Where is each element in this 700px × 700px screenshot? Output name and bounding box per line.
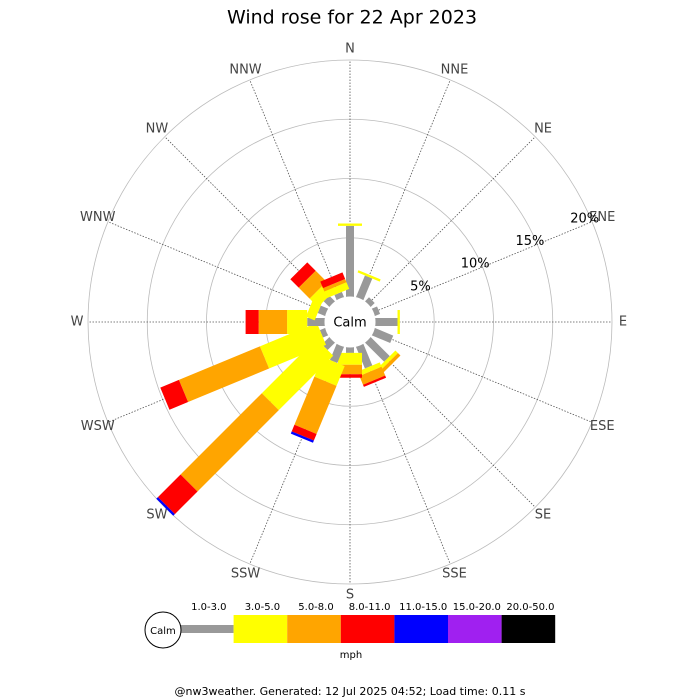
wind-bar: [329, 343, 345, 364]
direction-label: SSW: [231, 567, 261, 582]
direction-label: ENE: [589, 210, 615, 225]
wind-bar: [338, 223, 362, 226]
wind-bar: [364, 297, 375, 308]
wind-bar: [355, 343, 373, 369]
spoke: [367, 136, 536, 305]
r-tick-label: 15%: [515, 234, 544, 249]
wind-bar: [397, 310, 400, 334]
wind-bar: [324, 282, 350, 299]
wind-bar: [261, 338, 334, 411]
wind-bar: [258, 310, 288, 334]
direction-label: NE: [534, 121, 552, 136]
legend-label: 15.0-20.0: [453, 602, 501, 613]
wind-bar: [380, 352, 401, 373]
wind-bar: [321, 336, 336, 351]
wind-bar: [160, 379, 189, 410]
footer: @nw3weather. Generated: 12 Jul 2025 04:5…: [175, 685, 526, 698]
direction-label: S: [346, 588, 354, 603]
spoke: [107, 221, 328, 313]
wind-bar: [378, 350, 398, 370]
spoke: [367, 339, 536, 508]
wind-bar: [294, 376, 337, 434]
wind-bar: [346, 225, 354, 297]
legend-swatch: [180, 625, 234, 633]
direction-label: W: [71, 315, 84, 330]
legend-units: mph: [340, 650, 362, 661]
calm-label: Calm: [333, 316, 366, 331]
calm-circle: [324, 296, 376, 348]
wind-bar: [355, 275, 373, 301]
wind-bar: [287, 310, 308, 334]
wind-bar: [357, 362, 382, 376]
legend-label: 1.0-3.0: [191, 602, 226, 613]
wind-bar: [307, 318, 325, 326]
wind-bar: [357, 270, 381, 282]
r-tick-label: 10%: [461, 257, 490, 272]
wind-bar: [317, 305, 329, 317]
wind-bar: [362, 375, 387, 387]
direction-label: E: [619, 315, 627, 330]
wind-bar: [364, 336, 390, 362]
legend-calm-label: Calm: [150, 626, 176, 637]
wind-bar: [338, 352, 362, 365]
wind-bar: [245, 310, 259, 334]
direction-label: WNW: [80, 210, 116, 225]
wind-bar: [346, 347, 354, 353]
legend-calm-circle: [144, 611, 182, 649]
chart-title: Wind rose for 22 Apr 2023: [227, 7, 477, 29]
legend-label: 5.0-8.0: [298, 602, 333, 613]
spoke: [372, 221, 593, 313]
spoke: [249, 79, 341, 300]
legend-swatch: [287, 615, 341, 643]
wind-bar: [291, 424, 317, 441]
direction-label: ESE: [590, 419, 615, 434]
r-tick-label: 20%: [570, 211, 599, 226]
legend-label: 3.0-5.0: [245, 602, 280, 613]
legend-swatch: [448, 615, 502, 643]
direction-label: N: [345, 42, 355, 57]
wind-bar: [298, 270, 327, 299]
wind-bar: [290, 262, 316, 288]
direction-label: SW: [146, 508, 167, 523]
wind-bar: [178, 346, 270, 403]
wind-bar: [359, 366, 386, 385]
direction-label: SSE: [442, 567, 467, 582]
wind-bar: [157, 474, 198, 515]
spoke: [359, 79, 451, 300]
grid-ring: [87, 59, 613, 585]
direction-label: NNW: [229, 62, 261, 77]
wind-bar: [338, 374, 362, 378]
r-tick-label: 5%: [410, 279, 431, 294]
wind-bar: [259, 322, 327, 369]
direction-label: SE: [535, 508, 551, 523]
spoke: [372, 331, 593, 423]
legend-swatch: [233, 615, 288, 643]
direction-label: NW: [146, 121, 169, 136]
legend-swatch: [501, 615, 556, 643]
wind-bar: [156, 497, 175, 516]
legend-swatch: [394, 615, 448, 643]
legend-label: 11.0-15.0: [399, 602, 447, 613]
wind-bar: [375, 318, 398, 326]
direction-label: NNE: [441, 62, 469, 77]
legend-swatch: [340, 615, 395, 643]
wind-bar: [180, 393, 279, 492]
wind-bar: [322, 278, 347, 292]
wind-bar: [290, 431, 314, 443]
legend-label: 8.0-11.0: [349, 602, 391, 613]
wind-bar: [320, 272, 346, 289]
direction-label: WSW: [81, 419, 115, 434]
wind-bar: [371, 327, 394, 343]
legend-label: 20.0-50.0: [506, 602, 554, 613]
